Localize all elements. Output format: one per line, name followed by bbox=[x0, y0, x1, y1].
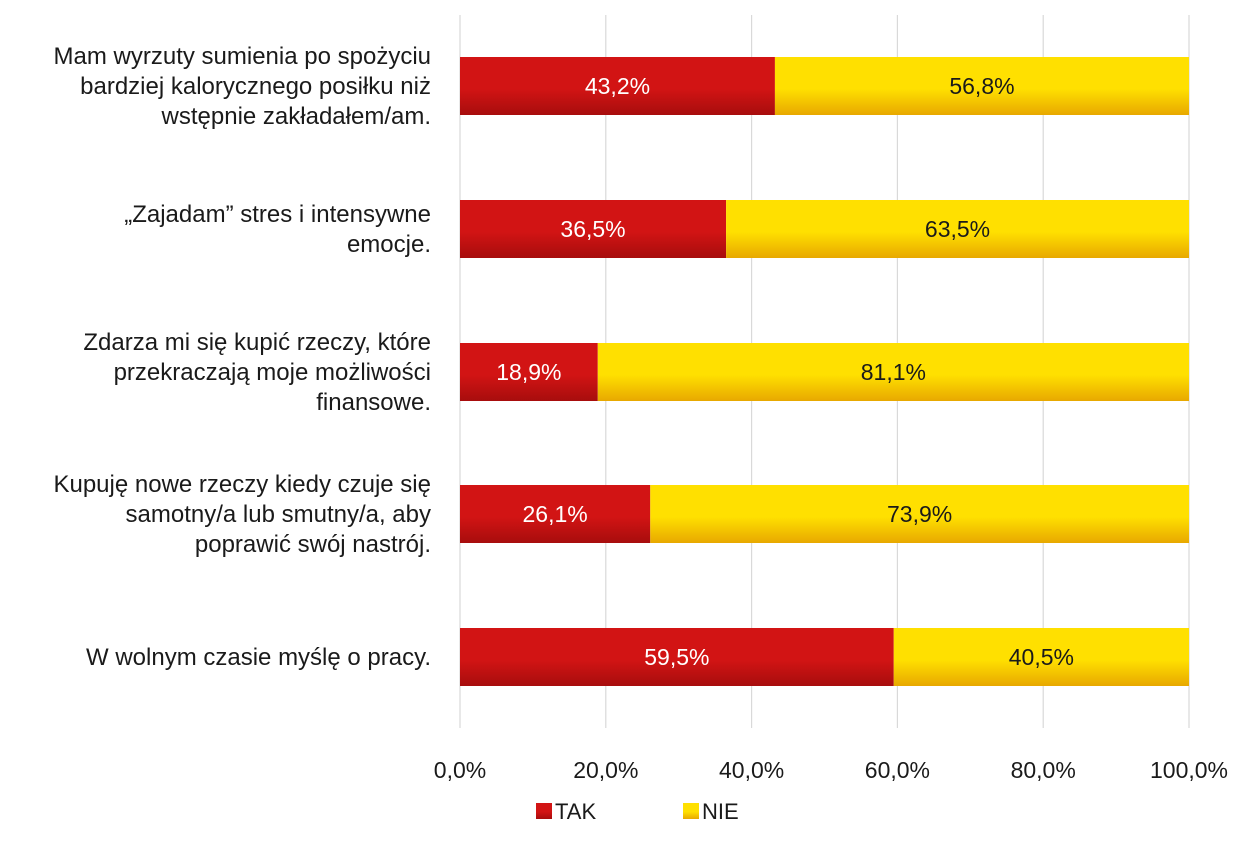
category-label: Kupuję nowe rzeczy kiedy czuje się samotn… bbox=[53, 471, 431, 558]
data-label: 73,9% bbox=[887, 501, 952, 527]
legend-label: NIE bbox=[702, 799, 739, 824]
x-axis-tick-labels: 0,0% 20,0% 40,0% 60,0% 80,0% 100,0% bbox=[434, 757, 1228, 783]
legend-swatch-tak bbox=[536, 803, 552, 819]
x-tick-label: 80,0% bbox=[1011, 757, 1076, 783]
category-label: Zdarza mi się kupić rzeczy, które przekra… bbox=[83, 329, 431, 416]
x-tick-label: 100,0% bbox=[1150, 757, 1228, 783]
bar-tak bbox=[460, 343, 598, 401]
data-label: 43,2% bbox=[585, 73, 650, 99]
data-label: 40,5% bbox=[1009, 644, 1074, 670]
legend-label: TAK bbox=[555, 799, 596, 824]
data-label: 26,1% bbox=[523, 501, 588, 527]
data-label: 56,8% bbox=[949, 73, 1014, 99]
legend-swatch-nie bbox=[683, 803, 699, 819]
x-tick-label: 40,0% bbox=[719, 757, 784, 783]
bar-tak bbox=[460, 485, 651, 543]
data-label: 36,5% bbox=[560, 216, 625, 242]
data-label: 63,5% bbox=[925, 216, 990, 242]
data-label: 81,1% bbox=[861, 359, 926, 385]
bar-nie bbox=[726, 200, 1189, 258]
x-tick-label: 0,0% bbox=[434, 757, 486, 783]
bar-nie bbox=[650, 485, 1189, 543]
bar-nie bbox=[597, 343, 1189, 401]
bar-tak bbox=[460, 628, 894, 686]
bar-nie bbox=[893, 628, 1189, 686]
data-label: 59,5% bbox=[644, 644, 709, 670]
bars: 43,2% 56,8% 36,5% 63,5% 18,9% 81,1% 26,1% 73,9%… bbox=[460, 57, 1189, 686]
legend: TAK NIE bbox=[536, 799, 739, 824]
bar-nie bbox=[774, 57, 1189, 115]
category-label: Mam wyrzuty sumienia po spożyciu bardziej… bbox=[54, 43, 431, 130]
category-label: W wolnym czasie myślę o pracy. bbox=[86, 644, 431, 671]
category-label: „Zajadam” stres i intensywne emocje. bbox=[124, 201, 431, 258]
bar-tak bbox=[460, 200, 727, 258]
category-labels: Mam wyrzuty sumienia po spożyciu bardziej… bbox=[53, 43, 431, 671]
x-tick-label: 60,0% bbox=[865, 757, 930, 783]
bar-tak bbox=[460, 57, 775, 115]
data-label: 18,9% bbox=[496, 359, 561, 385]
x-tick-label: 20,0% bbox=[573, 757, 638, 783]
